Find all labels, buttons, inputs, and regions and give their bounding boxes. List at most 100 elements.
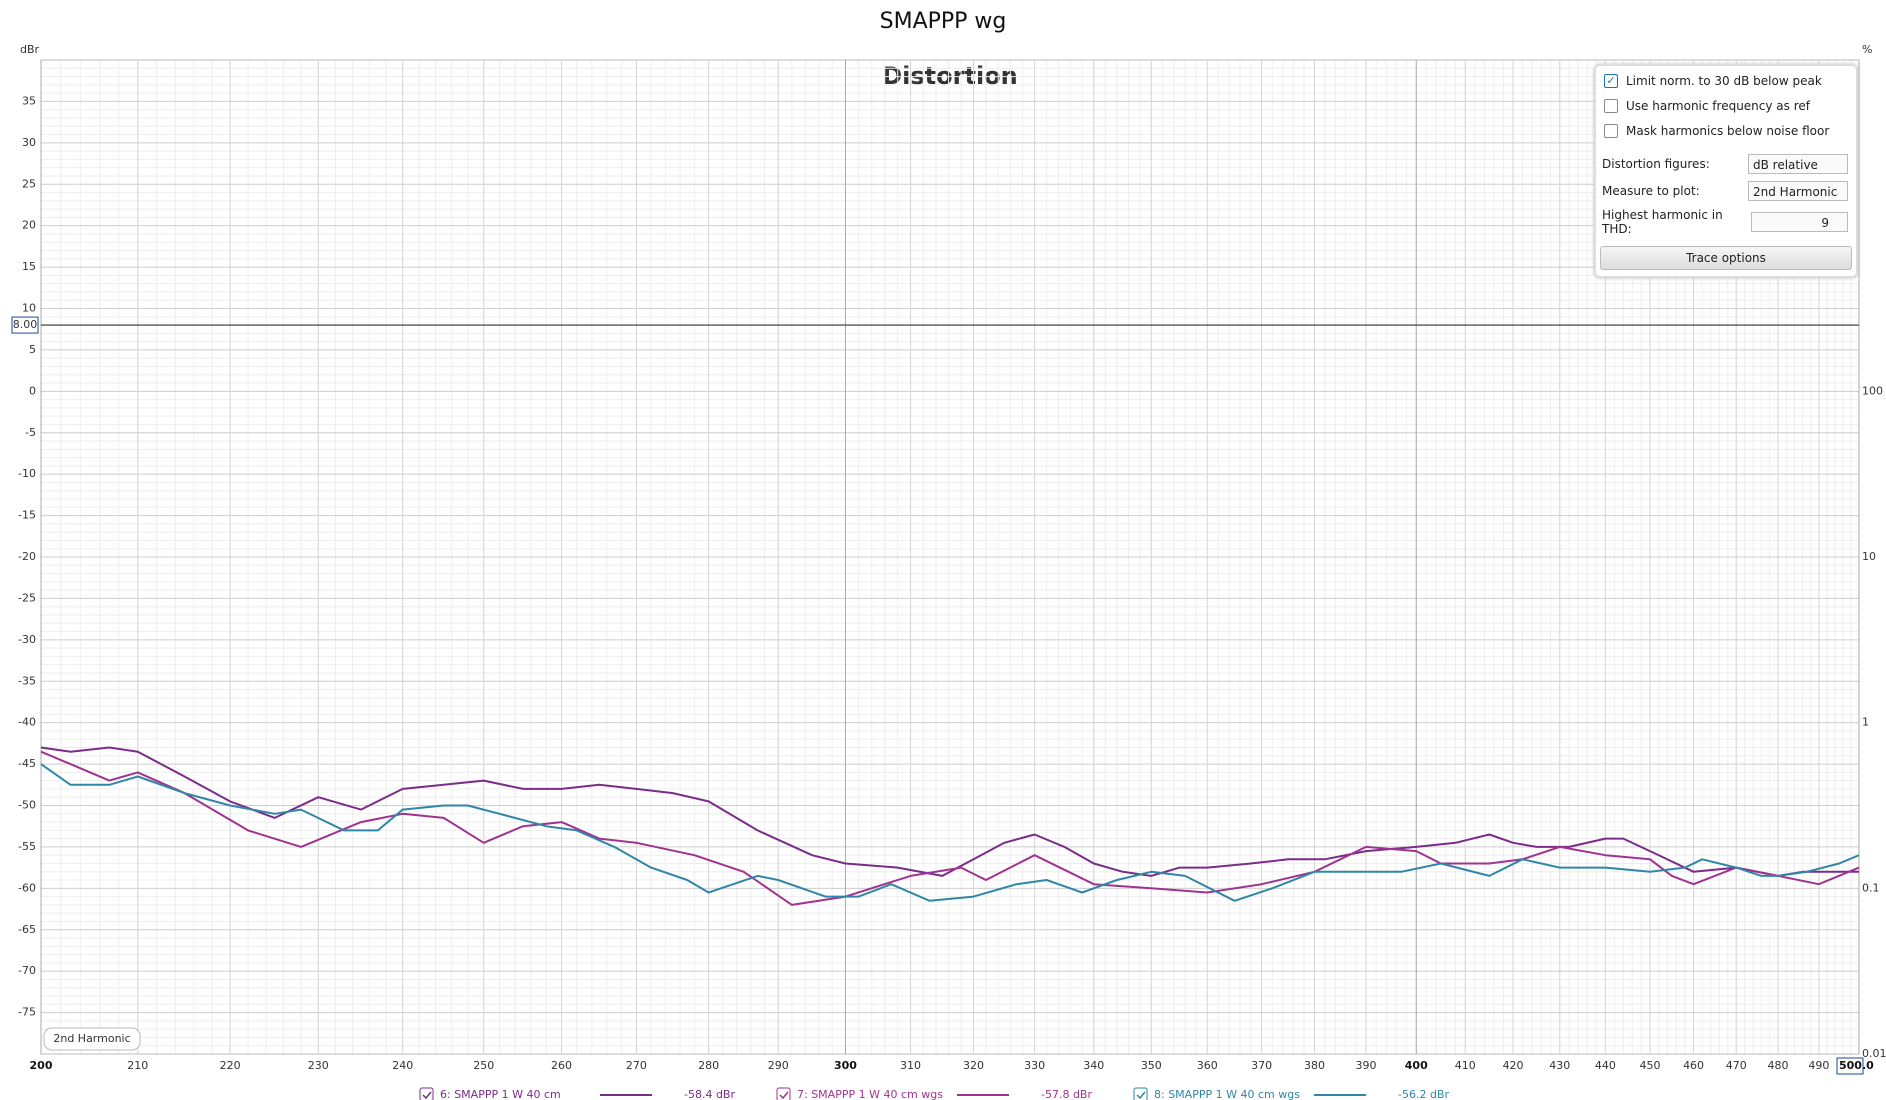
y-tick-label: -25 [18, 591, 36, 604]
y-tick-label: 25 [22, 177, 36, 190]
x-tick-label: 470 [1726, 1059, 1747, 1072]
x-tick-label: 310 [900, 1059, 921, 1072]
field-value[interactable]: 9 [1750, 212, 1848, 232]
legend-readout: -57.8 dBr [1041, 1088, 1092, 1100]
series-line [40, 763, 1860, 902]
x-tick-label: 210 [127, 1059, 148, 1072]
y-tick-label: -15 [18, 509, 36, 522]
y-tick-label: 35 [22, 94, 36, 107]
legend-readout: -58.4 dBr [684, 1088, 735, 1100]
curve-label: 2nd Harmonic [53, 1032, 130, 1045]
legend-checkbox[interactable] [776, 1087, 791, 1100]
x-tick-label: 270 [626, 1059, 647, 1072]
y-tick-label: 15 [22, 260, 36, 273]
y-tick-label: -40 [18, 716, 36, 729]
x-tick-label: 460 [1683, 1059, 1704, 1072]
field-label: Measure to plot: [1602, 184, 1700, 198]
x-tick-label: 420 [1503, 1059, 1524, 1072]
x-tick-label: 430 [1549, 1059, 1570, 1072]
x-tick-label: 330 [1024, 1059, 1045, 1072]
legend-check [1136, 1091, 1146, 1100]
y2-tick-label: 10 [1862, 550, 1876, 563]
checkbox[interactable] [1604, 99, 1618, 113]
y-tick-label: -55 [18, 840, 36, 853]
trace-options-button[interactable]: Trace options [1600, 246, 1852, 270]
y2-tick-label: 100 [1862, 384, 1883, 397]
x-tick-label: 240 [392, 1059, 413, 1072]
y2-tick-label: 0.01 [1862, 1047, 1886, 1060]
legend-check [422, 1091, 432, 1100]
x-tick-label: 220 [220, 1059, 241, 1072]
legend-name: 7: SMAPPP 1 W 40 cm wgs [797, 1088, 943, 1100]
y2-axis-label: % [1862, 43, 1872, 56]
y2-tick-label: 1 [1862, 716, 1869, 729]
x-tick-label: 360 [1197, 1059, 1218, 1072]
checkbox[interactable]: ✓ [1604, 74, 1618, 88]
field-value[interactable]: 2nd Harmonic [1748, 181, 1848, 201]
y-tick-label: -70 [18, 964, 36, 977]
y-axis-label: dBr [20, 43, 40, 56]
legend-name: 8: SMAPPP 1 W 40 cm wgs [1154, 1088, 1300, 1100]
legend-name: 6: SMAPPP 1 W 40 cm [440, 1088, 561, 1100]
x-tick-label: 300 [834, 1059, 857, 1072]
x-tick-label: 380 [1304, 1059, 1325, 1072]
legend-checkbox[interactable] [1133, 1087, 1148, 1100]
legend-check [779, 1091, 789, 1100]
checkbox-row: ✓ Limit norm. to 30 dB below peak [1604, 74, 1822, 88]
y2-tick-label: 0.1 [1862, 881, 1880, 894]
y-tick-label: -50 [18, 799, 36, 812]
x-tick-label: 230 [308, 1059, 329, 1072]
x-cursor-box [1836, 1057, 1864, 1075]
x-tick-label: 400 [1405, 1059, 1428, 1072]
series-line [40, 750, 1860, 906]
x-tick-label: 320 [963, 1059, 984, 1072]
y-tick-label: -5 [25, 426, 36, 439]
y-tick-label: 5 [29, 343, 36, 356]
field-row: Measure to plot: 2nd Harmonic [1602, 181, 1848, 201]
x-tick-label: 290 [768, 1059, 789, 1072]
y-tick-label: -30 [18, 633, 36, 646]
curve-label-box [43, 1027, 141, 1051]
y-tick-label: -75 [18, 1006, 36, 1019]
cursor-box [11, 316, 39, 334]
y-tick-label: -20 [18, 550, 36, 563]
x-tick-label: 200 [30, 1059, 53, 1072]
x-tick-label: 370 [1251, 1059, 1272, 1072]
x-tick-label: 440 [1595, 1059, 1616, 1072]
x-tick-label: 280 [698, 1059, 719, 1072]
checkbox-label: Limit norm. to 30 dB below peak [1626, 74, 1822, 88]
field-row: Distortion figures: dB relative [1602, 154, 1848, 174]
x-tick-label: 350 [1141, 1059, 1162, 1072]
y-tick-label: -35 [18, 674, 36, 687]
legend-checkbox[interactable] [419, 1087, 434, 1100]
x-tick-label: 450 [1639, 1059, 1660, 1072]
x-tick-label: 500.0 [1839, 1059, 1874, 1072]
checkbox[interactable] [1604, 124, 1618, 138]
y-tick-label: 20 [22, 219, 36, 232]
y-tick-label: 10 [22, 302, 36, 315]
x-tick-label: 250 [473, 1059, 494, 1072]
field-label: Distortion figures: [1602, 157, 1710, 171]
field-row: Highest harmonic in THD: 9 [1602, 208, 1848, 236]
x-tick-label: 490 [1808, 1059, 1829, 1072]
x-tick-label: 390 [1356, 1059, 1377, 1072]
checkbox-row: Use harmonic frequency as ref [1604, 99, 1810, 113]
x-tick-label: 340 [1083, 1059, 1104, 1072]
chart-subtitle: Distortion [882, 62, 1018, 90]
y-tick-label: 30 [22, 136, 36, 149]
chart-title: SMAPPP wg [880, 9, 1007, 34]
field-value[interactable]: dB relative [1748, 154, 1848, 174]
field-label: Highest harmonic in THD: [1602, 208, 1723, 236]
x-tick-label: 410 [1455, 1059, 1476, 1072]
legend-readout: -56.2 dBr [1398, 1088, 1449, 1100]
x-tick-label: 480 [1768, 1059, 1789, 1072]
controls-panel: ✓ Limit norm. to 30 dB below peak Use harm… [1594, 64, 1858, 278]
checkbox-label: Use harmonic frequency as ref [1626, 99, 1810, 113]
checkbox-label: Mask harmonics below noise floor [1626, 124, 1830, 138]
cursor-label: 8.00 [13, 318, 38, 331]
y-tick-label: 0 [29, 384, 36, 397]
y-tick-label: -65 [18, 923, 36, 936]
checkbox-row: Mask harmonics below noise floor [1604, 124, 1829, 138]
y-tick-label: -10 [18, 467, 36, 480]
